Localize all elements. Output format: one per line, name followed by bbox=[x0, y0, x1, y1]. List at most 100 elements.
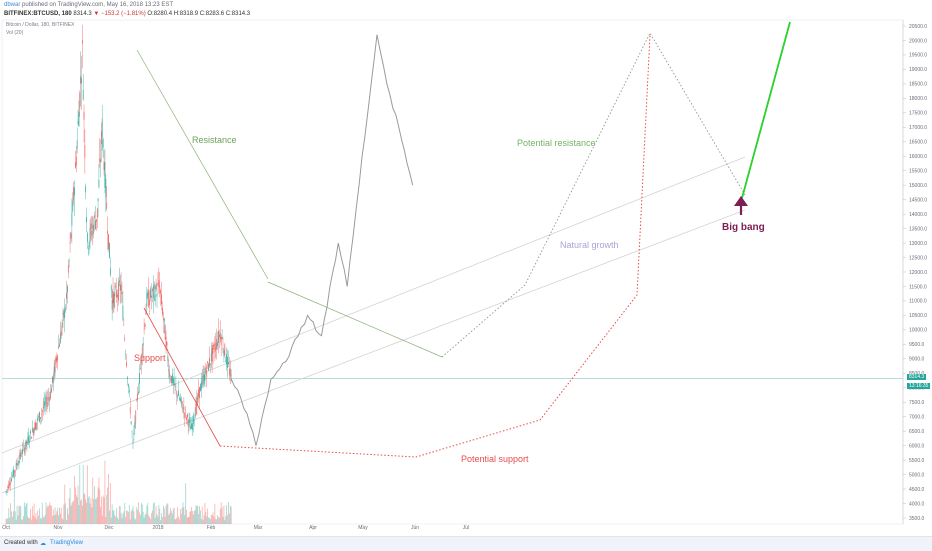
volume-bar bbox=[166, 503, 168, 524]
candle-body bbox=[13, 470, 15, 473]
candle-body bbox=[83, 111, 85, 120]
volume-bar bbox=[93, 499, 95, 524]
volume-bar bbox=[91, 507, 93, 524]
candle-body bbox=[203, 374, 205, 384]
tradingview-logo-icon: ☁ bbox=[40, 541, 46, 547]
candle-body bbox=[18, 460, 20, 464]
candle-body bbox=[107, 230, 108, 234]
resistance-label: Resistance bbox=[192, 135, 237, 145]
volume-bar bbox=[81, 499, 82, 524]
potential-resistance-label: Potential resistance bbox=[517, 138, 596, 148]
volume-bar bbox=[211, 514, 213, 524]
candle-body bbox=[221, 336, 223, 339]
volume-bar bbox=[132, 505, 134, 524]
candle-body bbox=[31, 437, 32, 439]
volume-bar bbox=[228, 513, 230, 524]
volume-bar bbox=[70, 505, 72, 524]
y-tick-label: 4000.0 bbox=[909, 501, 925, 507]
candle-body bbox=[181, 401, 183, 404]
y-tick-label: 16500.0 bbox=[909, 140, 927, 146]
support-line bbox=[143, 307, 221, 447]
volume-bar bbox=[5, 518, 7, 524]
candle-body bbox=[43, 401, 45, 408]
volume-bar bbox=[144, 514, 146, 524]
volume-bar bbox=[155, 506, 157, 524]
volume-bar bbox=[131, 509, 133, 524]
candle-body bbox=[178, 390, 179, 396]
volume-bar bbox=[210, 514, 212, 524]
volume-bar bbox=[28, 518, 30, 524]
candle-body bbox=[28, 435, 30, 444]
volume-bar bbox=[83, 493, 85, 524]
candle-body bbox=[162, 307, 163, 315]
volume-bar bbox=[51, 505, 52, 524]
volume-bar bbox=[46, 507, 48, 524]
volume-bar bbox=[175, 519, 177, 524]
created-with-text: Created with bbox=[4, 540, 38, 546]
candle-body bbox=[108, 234, 109, 250]
volume-bar bbox=[14, 511, 16, 524]
tradingview-brand[interactable]: TradingView bbox=[50, 540, 84, 546]
candle-body bbox=[31, 427, 33, 432]
volume-bar bbox=[202, 519, 204, 524]
volume-bar bbox=[71, 503, 73, 524]
candle-body bbox=[65, 308, 66, 311]
candle-body bbox=[219, 334, 220, 337]
volume-bar bbox=[219, 509, 221, 524]
volume-bar bbox=[122, 513, 124, 524]
volume-bar bbox=[188, 517, 190, 524]
candle-body bbox=[223, 350, 225, 356]
candle-body bbox=[127, 377, 128, 379]
candle-body bbox=[123, 323, 125, 325]
price-chart[interactable]: 3500.0 4000.0 4500.0 5000.0 5500.0 6000.0 6500… bbox=[0, 0, 932, 536]
volume-bar bbox=[129, 519, 131, 524]
candle-body bbox=[209, 357, 210, 367]
volume-bar bbox=[168, 514, 170, 524]
candle-body bbox=[25, 439, 27, 447]
candle-body bbox=[23, 447, 25, 453]
volume-bar bbox=[130, 511, 132, 524]
candle-body bbox=[106, 202, 108, 209]
natural-growth-label: Natural growth bbox=[560, 240, 619, 250]
support-label: Support bbox=[134, 353, 166, 363]
published-text: published on TradingView.com, May 16, 20… bbox=[22, 2, 173, 8]
candle-body bbox=[10, 483, 11, 485]
candle-body bbox=[42, 406, 44, 410]
author-link[interactable]: dbwar bbox=[4, 2, 21, 8]
volume-bar bbox=[111, 504, 113, 524]
y-tick-label: 19000.0 bbox=[909, 67, 927, 73]
candle-body bbox=[29, 440, 31, 443]
candle-body bbox=[201, 377, 203, 385]
y-tick-label: 14500.0 bbox=[909, 197, 927, 203]
volume-bar bbox=[53, 515, 55, 524]
volume-bar bbox=[127, 511, 129, 524]
volume-bar bbox=[110, 517, 112, 524]
candle-body bbox=[211, 347, 213, 362]
candle-body bbox=[13, 469, 14, 477]
volume-bar bbox=[147, 503, 149, 524]
candle-body bbox=[167, 355, 169, 361]
candle-body bbox=[75, 162, 76, 168]
volume-bar bbox=[31, 506, 33, 524]
candle-body bbox=[195, 403, 197, 414]
candle-body bbox=[219, 332, 221, 340]
volume-bar bbox=[65, 503, 67, 524]
candle-body bbox=[66, 292, 67, 299]
volume-bar bbox=[139, 512, 140, 524]
candle-body bbox=[9, 481, 11, 486]
candle-body bbox=[34, 422, 36, 431]
candle-body bbox=[67, 286, 68, 293]
x-tick-label: Oct bbox=[2, 525, 10, 531]
volume-bar bbox=[113, 510, 115, 524]
volume-bar bbox=[36, 519, 38, 524]
volume-bar bbox=[215, 518, 217, 524]
volume-bar bbox=[137, 509, 139, 524]
candle-body bbox=[133, 433, 135, 436]
y-tick-label: 7000.0 bbox=[909, 415, 925, 421]
series-legend: Bitcoin / Dollar, 180, BITFINEX bbox=[6, 22, 75, 28]
candle-body bbox=[19, 452, 21, 459]
candle-body bbox=[213, 343, 215, 347]
candle-body bbox=[105, 178, 107, 198]
candle-body bbox=[230, 374, 232, 376]
volume-bar bbox=[73, 500, 75, 524]
